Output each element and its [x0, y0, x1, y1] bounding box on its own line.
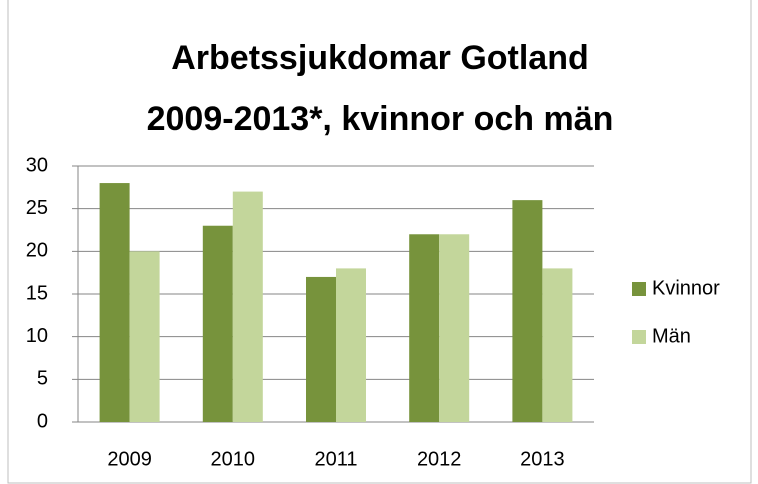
- x-tick-label: 2009: [107, 448, 152, 470]
- bar: [202, 225, 233, 422]
- legend-swatch: [632, 282, 646, 296]
- bar: [512, 200, 543, 422]
- chart-title: 2009-2013*, kvinnor och män: [147, 100, 614, 138]
- legend-label: Kvinnor: [652, 277, 720, 299]
- y-tick-label: 10: [26, 325, 48, 347]
- bar: [439, 234, 470, 422]
- bar: [129, 251, 160, 422]
- bar: [99, 183, 130, 422]
- x-tick-label: 2010: [211, 448, 256, 470]
- y-tick-label: 20: [26, 240, 48, 262]
- y-tick-label: 25: [26, 197, 48, 219]
- x-tick-label: 2011: [314, 448, 357, 470]
- bar: [542, 268, 573, 422]
- bar: [306, 276, 336, 422]
- legend-swatch: [632, 330, 646, 344]
- y-tick-label: 5: [37, 368, 48, 390]
- y-tick-label: 15: [26, 282, 48, 304]
- bar: [336, 268, 366, 422]
- x-tick-label: 2012: [417, 448, 462, 470]
- legend-label: Män: [652, 325, 691, 347]
- bar: [409, 234, 440, 422]
- bar: [232, 191, 263, 422]
- y-tick-label: 0: [37, 410, 48, 432]
- x-tick-label: 2013: [520, 448, 565, 470]
- chart-title: Arbetssjukdomar Gotland: [171, 39, 589, 77]
- y-tick-label: 30: [26, 154, 48, 176]
